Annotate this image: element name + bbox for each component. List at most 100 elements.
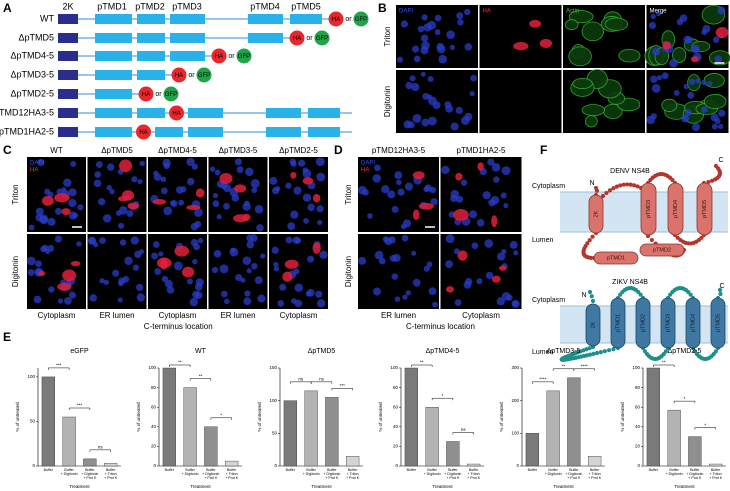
- chart-title: ΔpTMD5: [308, 348, 336, 355]
- nucleus: [468, 210, 478, 219]
- location-label: ER lumen: [381, 311, 416, 320]
- nucleus: [290, 210, 299, 219]
- x-tick-label: + Digitonin: [666, 472, 683, 476]
- row-label: Triton: [344, 184, 353, 204]
- nucleus: [307, 255, 315, 263]
- y-axis-label: % of untreated: [15, 402, 20, 432]
- nucleus: [151, 252, 159, 260]
- x-tick-label: Buffer: [327, 468, 337, 472]
- nucleus: [273, 261, 279, 267]
- nucleus: [307, 203, 315, 212]
- x-tick-label: + Prot K: [467, 476, 481, 480]
- nucleus: [293, 268, 300, 275]
- nucleus: [223, 298, 230, 305]
- residue: [635, 184, 640, 189]
- residue: [718, 291, 723, 297]
- residue: [588, 255, 593, 260]
- domain-2k: [58, 108, 78, 118]
- helix-label: pTMD1: [615, 314, 621, 332]
- significance-bracket: [48, 367, 70, 370]
- channel-label: HA: [361, 168, 369, 174]
- actin: [568, 46, 592, 67]
- micrograph: [87, 157, 147, 232]
- x-tick-label: + Prot K: [83, 476, 97, 480]
- nucleus: [27, 268, 35, 276]
- ha-signal: [117, 196, 129, 202]
- y-axis-label: % of untreated: [620, 402, 625, 432]
- ha-signal: [186, 205, 201, 211]
- nucleus: [186, 157, 195, 167]
- ha-signal: [312, 242, 321, 254]
- micrograph: [357, 157, 439, 232]
- nucleus: [400, 20, 408, 28]
- residue: [699, 235, 704, 240]
- bar: [688, 436, 702, 467]
- helix: [710, 297, 726, 349]
- tag: [163, 86, 179, 102]
- nucleus: [396, 56, 404, 63]
- construct-name: WT: [40, 13, 54, 23]
- y-tick-label: 0: [153, 463, 156, 468]
- x-tick-label: + Triton: [226, 472, 238, 476]
- nucleus: [455, 195, 464, 203]
- nucleus: [651, 47, 661, 56]
- bar: [446, 441, 460, 467]
- y-tick-label: 100: [511, 431, 519, 436]
- ha-signal: [41, 195, 54, 206]
- nucleus: [387, 190, 396, 199]
- domain-2k: [58, 89, 78, 99]
- nucleus: [482, 191, 491, 200]
- chart-title: eGFP: [70, 348, 89, 355]
- nucleus: [316, 299, 326, 308]
- significance-label: *: [442, 393, 444, 398]
- nucleus: [412, 45, 420, 53]
- bar: [646, 367, 661, 467]
- ha-signal: [418, 202, 434, 210]
- nucleus: [251, 187, 258, 194]
- helix: [685, 297, 701, 349]
- panel-label: D: [334, 143, 343, 157]
- nucleus: [707, 80, 713, 87]
- residue: [604, 190, 609, 196]
- nucleus: [491, 163, 501, 172]
- terminus-label: C: [719, 283, 724, 290]
- bar: [546, 390, 560, 467]
- nucleus: [164, 279, 173, 288]
- nucleus: [297, 159, 306, 167]
- nucleus: [401, 234, 409, 242]
- domain-2k: [58, 70, 78, 80]
- residue: [587, 289, 593, 295]
- tag: [196, 67, 212, 83]
- bar: [304, 390, 318, 467]
- nucleus: [117, 297, 123, 303]
- y-axis-label: % of untreated: [257, 402, 262, 432]
- x-tick-label: + Prot K: [204, 476, 218, 480]
- helix: [610, 297, 626, 349]
- nucleus: [509, 240, 518, 249]
- micrograph: [563, 69, 645, 133]
- significance-label: ns: [298, 377, 304, 382]
- nucleus: [219, 264, 229, 274]
- nucleus: [513, 250, 519, 256]
- nucleus: [683, 83, 689, 90]
- x-tick-label: + Digitonin: [545, 472, 562, 476]
- nucleus: [485, 271, 494, 280]
- bar: [162, 367, 177, 467]
- nucleus: [411, 83, 420, 92]
- nucleus: [193, 243, 200, 251]
- construct-name: pTMD12HA3-5: [0, 107, 54, 117]
- y-tick-label: 100: [27, 374, 35, 379]
- nucleus: [403, 120, 412, 129]
- residue: [584, 353, 589, 358]
- tag-label: HA: [293, 36, 301, 42]
- bar: [325, 397, 339, 467]
- nucleus: [404, 182, 413, 191]
- column-label: ΔpTMD5: [101, 146, 133, 155]
- y-axis-label: % of untreated: [499, 402, 504, 432]
- significance-label: **: [178, 360, 182, 365]
- residue: [590, 298, 596, 304]
- nucleus: [500, 192, 507, 199]
- x-tick-label: Buffer: [227, 468, 237, 472]
- ha-signal: [690, 56, 699, 63]
- tag: [169, 105, 184, 121]
